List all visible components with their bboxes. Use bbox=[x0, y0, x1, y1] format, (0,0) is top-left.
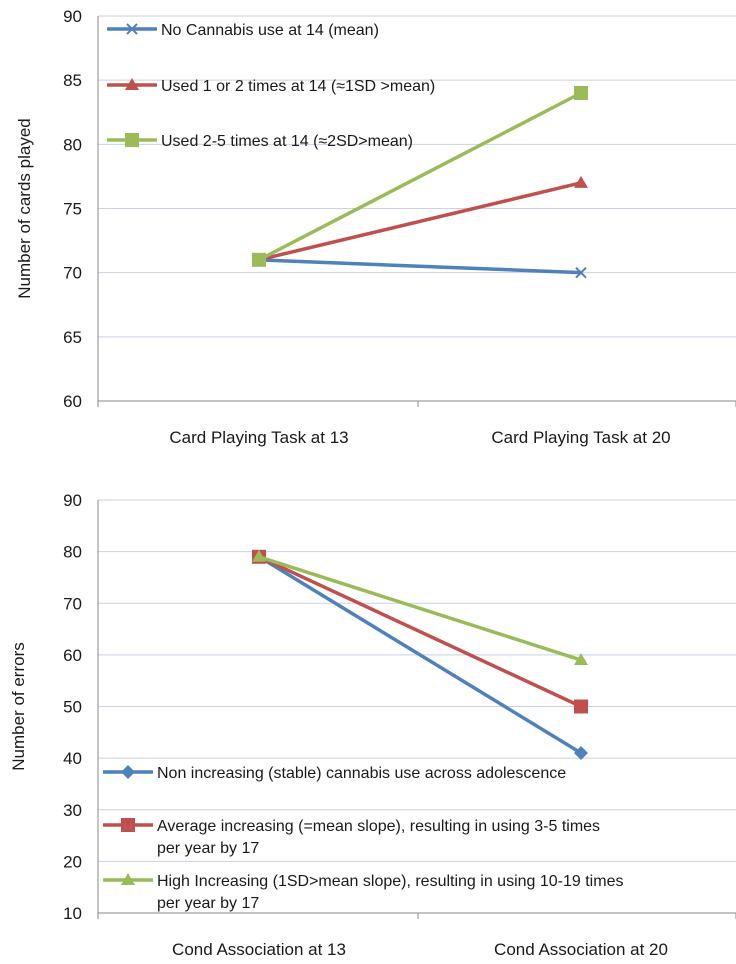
series-line bbox=[258, 91, 582, 262]
y-tick-label: 70 bbox=[63, 594, 82, 613]
legend-swatch-marker bbox=[121, 765, 135, 779]
series-line bbox=[258, 555, 582, 755]
legend-label: per year by 17 bbox=[157, 895, 259, 912]
legend-label: per year by 17 bbox=[157, 840, 259, 857]
y-axis-label: Number of cards played bbox=[15, 118, 34, 298]
series-2 bbox=[252, 175, 588, 265]
series-3 bbox=[252, 549, 588, 666]
legend-label: No Cannabis use at 14 (mean) bbox=[161, 22, 379, 39]
x-tick-label: Cond Association at 13 bbox=[172, 940, 346, 959]
y-tick-label: 60 bbox=[63, 646, 82, 665]
y-tick-label: 30 bbox=[63, 801, 82, 820]
legend-entry: Non increasing (stable) cannabis use acr… bbox=[103, 765, 566, 782]
chart-card-playing: 60 65 70 75 80 85 90 Card Playing Task at 13 Car… bbox=[15, 7, 736, 447]
y-tick-label: 60 bbox=[63, 392, 82, 411]
series-line bbox=[258, 258, 582, 275]
x-tick-label: Card Playing Task at 20 bbox=[491, 428, 670, 447]
y-tick-label: 90 bbox=[63, 491, 82, 510]
legend-swatch-marker bbox=[126, 23, 138, 35]
legend-label: Used 1 or 2 times at 14 (≈1SD >mean) bbox=[161, 78, 435, 95]
data-point bbox=[574, 175, 588, 188]
y-tick-label: 90 bbox=[63, 7, 82, 26]
series-line bbox=[258, 555, 582, 709]
y-tick-label: 20 bbox=[63, 852, 82, 871]
y-tick-label: 85 bbox=[63, 71, 82, 90]
legend-label: High Increasing (1SD>mean slope), result… bbox=[157, 873, 623, 890]
legend-entry: Average increasing (=mean slope), result… bbox=[103, 818, 600, 857]
y-tick-label: 40 bbox=[63, 749, 82, 768]
series-line bbox=[258, 555, 582, 662]
y-tick-label: 65 bbox=[63, 328, 82, 347]
x-tick-label: Card Playing Task at 13 bbox=[169, 428, 348, 447]
legend-label: Non increasing (stable) cannabis use acr… bbox=[157, 765, 566, 782]
series-1 bbox=[253, 254, 587, 279]
chart-cond-association: 10 20 30 40 50 60 70 80 90 Cond Association at 13… bbox=[9, 491, 736, 959]
legend-entry: Used 2-5 times at 14 (≈2SD>mean) bbox=[107, 133, 413, 150]
series-3 bbox=[252, 86, 588, 267]
y-tick-label: 70 bbox=[63, 264, 82, 283]
y-tick-label: 50 bbox=[63, 698, 82, 717]
legend-entry: Used 1 or 2 times at 14 (≈1SD >mean) bbox=[107, 78, 435, 95]
data-point bbox=[574, 745, 588, 760]
y-tick-label: 80 bbox=[63, 543, 82, 562]
y-tick-label: 10 bbox=[63, 904, 82, 923]
data-point bbox=[574, 86, 588, 100]
series-line bbox=[258, 181, 582, 262]
legend-label: Used 2-5 times at 14 (≈2SD>mean) bbox=[161, 133, 413, 150]
legend-swatch-marker bbox=[121, 818, 135, 832]
y-tick-label: 80 bbox=[63, 135, 82, 154]
y-tick-label: 75 bbox=[63, 200, 82, 219]
y-axis-label: Number of errors bbox=[9, 642, 28, 770]
data-point bbox=[574, 699, 588, 714]
series-2 bbox=[252, 549, 588, 714]
x-tick-label: Cond Association at 20 bbox=[494, 940, 668, 959]
data-point bbox=[574, 653, 588, 666]
data-point bbox=[252, 549, 266, 562]
legend-entry: High Increasing (1SD>mean slope), result… bbox=[103, 873, 623, 912]
legend-label: Average increasing (=mean slope), result… bbox=[157, 818, 600, 835]
legend-swatch-marker bbox=[125, 78, 139, 90]
legend-entry: No Cannabis use at 14 (mean) bbox=[107, 22, 379, 39]
data-point bbox=[575, 266, 587, 279]
legend-swatch-marker bbox=[125, 133, 139, 147]
legend-swatch-marker bbox=[121, 873, 135, 885]
data-point bbox=[252, 252, 266, 267]
